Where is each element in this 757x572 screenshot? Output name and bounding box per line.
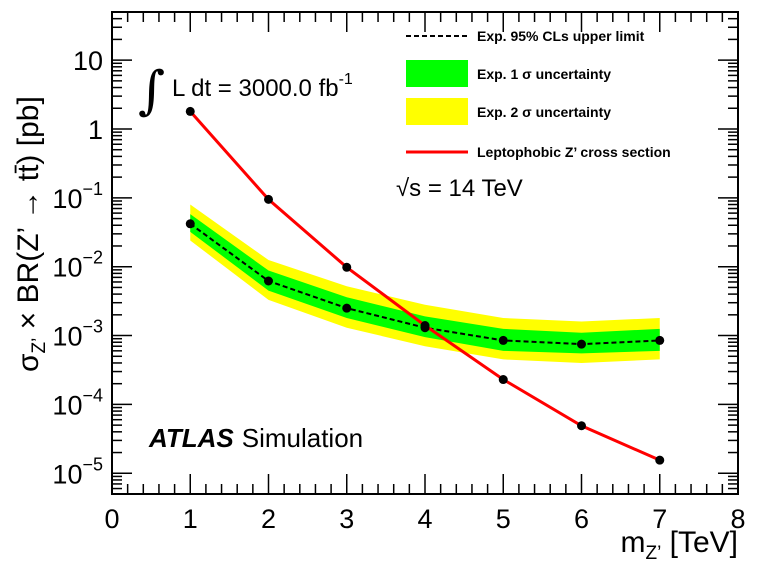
expected-limit-point [185, 219, 195, 229]
y-tick-label: 10−2 [52, 248, 103, 283]
tick-labels: 0 1 2 3 4 5 6 7 8 10 1 10−1 10−2 10−3 10−4 10−5 [52, 46, 745, 534]
legend-label-1sigma: Exp. 1 σ uncertainty [477, 66, 611, 82]
atlas-label: ATLAS Simulation [148, 423, 363, 453]
legend-label-limit: Exp. 95% CLs upper limit [477, 28, 645, 44]
band-1sigma [190, 214, 660, 354]
x-tick-label: 0 [104, 504, 119, 534]
axis-ticks [111, 11, 739, 494]
x-tick-label: 8 [730, 504, 745, 534]
y-tick-label: 10−4 [52, 385, 103, 420]
y-tick-label: 10−5 [52, 454, 103, 489]
legend-swatch-2sigma [406, 98, 468, 125]
energy-label: √s = 14 TeV [396, 175, 523, 202]
expected-limit-point [498, 335, 508, 345]
cross-section-point [342, 262, 352, 272]
y-tick-label: 1 [88, 115, 103, 145]
x-tick-label: 1 [183, 504, 198, 534]
cross-section-point [185, 106, 195, 116]
legend-label-2sigma: Exp. 2 σ uncertainty [477, 104, 611, 120]
expected-limit-point [342, 303, 352, 313]
y-axis-title: σZ’ × BR(Z’ → tt̄) [pb] [12, 96, 50, 372]
cross-section-point [264, 194, 273, 204]
cross-section-point [577, 421, 586, 431]
cross-section-point [498, 375, 508, 385]
x-tick-label: 4 [417, 504, 432, 534]
uncertainty-bands [190, 204, 660, 363]
cross-section-point [420, 320, 430, 330]
x-tick-label: 6 [574, 504, 589, 534]
expected-limit-point [577, 339, 586, 349]
y-tick-label: 10 [73, 46, 103, 76]
y-tick-label: 10−1 [52, 179, 103, 214]
legend-swatch-1sigma [406, 60, 468, 87]
x-tick-label: 2 [261, 504, 276, 534]
x-tick-label: 7 [652, 504, 667, 534]
data-points [185, 106, 665, 465]
band-2sigma [190, 204, 660, 363]
y-tick-label: 10−3 [52, 317, 103, 352]
expected-limit-point [264, 276, 273, 286]
cross-section-point [655, 455, 665, 465]
legend-label-xsec: Leptophobic Z’ cross section [477, 144, 671, 160]
x-tick-label: 3 [339, 504, 354, 534]
expected-limit-point [655, 335, 665, 345]
legend: Exp. 95% CLs upper limit Exp. 1 σ uncert… [406, 28, 671, 160]
x-tick-label: 5 [496, 504, 511, 534]
x-axis-title: mZ’ [TeV] [620, 526, 738, 564]
lumi-label: L dt = 3000.0 fb-1 [172, 71, 353, 102]
lumi-integral-sign: ∫ [138, 61, 165, 121]
